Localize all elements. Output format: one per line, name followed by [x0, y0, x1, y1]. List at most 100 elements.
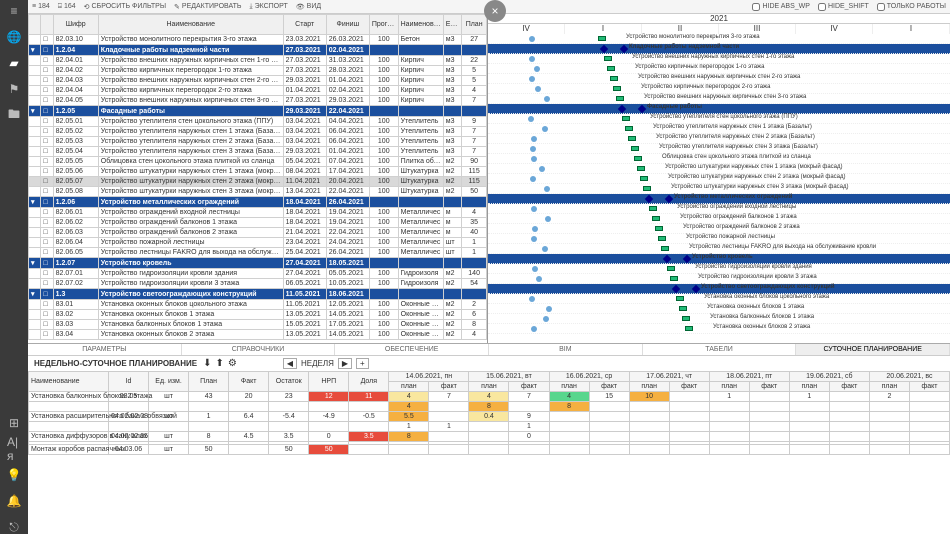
gantt-row: Устройство ограждений балконов 1 этажа: [488, 214, 950, 224]
bulb-icon[interactable]: 💡: [7, 468, 21, 482]
grid-header-9[interactable]: План: [462, 15, 487, 35]
gantt-row: Устройство гидроизоляции кровли здания: [488, 264, 950, 274]
gantt-month: III: [719, 24, 796, 34]
plan-row[interactable]: Установка диффузоров в сану алах04.02.02…: [29, 432, 950, 442]
plan-row[interactable]: 111: [29, 422, 950, 432]
grid-header-3[interactable]: Наименование: [98, 15, 283, 35]
table-row[interactable]: ▾□1.3Устройство светоограждающих констру…: [29, 289, 487, 300]
add-week-button[interactable]: +: [356, 358, 369, 369]
tab-2[interactable]: ОБЕСПЕЧЕНИЕ: [335, 344, 489, 355]
grid-header-2[interactable]: Шифр: [53, 15, 98, 35]
tab-3[interactable]: BIM: [489, 344, 643, 355]
tab-1[interactable]: СПРАВОЧНИКИ: [182, 344, 336, 355]
upload-icon[interactable]: ⬆: [215, 358, 223, 369]
gantt-row: Устройство кирпичных перегородок 1-го эт…: [488, 64, 950, 74]
table-row[interactable]: □82.05.04Устройство утеплителя наружных …: [29, 147, 487, 157]
download-icon[interactable]: ⬇: [203, 358, 211, 369]
gantt-row: Установка оконных блоков 2 этажа: [488, 324, 950, 334]
table-row[interactable]: □82.04.03Устройство внешних наружных кир…: [29, 76, 487, 86]
table-row[interactable]: □82.05.08Устройство штукатурки наружных …: [29, 187, 487, 197]
gantt-row: Установка оконных блоков цокольного этаж…: [488, 294, 950, 304]
gantt-row: Устройство штукатурки наружных стен 2 эт…: [488, 174, 950, 184]
grid-header-8[interactable]: Ед. измерения: [443, 15, 461, 35]
next-week-button[interactable]: ▶: [338, 358, 352, 369]
table-row[interactable]: □82.05.01Устройство утеплителя стен цоко…: [29, 117, 487, 127]
table-row[interactable]: □82.04.01Устройство внешних наружных кир…: [29, 56, 487, 66]
table-row[interactable]: □82.05.03Устройство утеплителя наружных …: [29, 137, 487, 147]
reset-filters-button[interactable]: ⟲СБРОСИТЬ ФИЛЬТРЫ: [84, 3, 166, 11]
only-works-checkbox[interactable]: ТОЛЬКО РАБОТЫ: [877, 3, 946, 11]
plan-row[interactable]: Монтаж коробов распаячных04.03.06шт50505…: [29, 445, 950, 455]
table-row[interactable]: □82.06.05Устройство лестницы FAKRO для в…: [29, 248, 487, 258]
count2: ⍈164: [58, 3, 76, 11]
bottom-panel: ПАРАМЕТРЫСПРАВОЧНИКИОБЕСПЕЧЕНИЕBIMТАБЕЛИ…: [28, 344, 950, 534]
grid-header-6[interactable]: Прогресс: [369, 15, 398, 35]
gantt-row: Устройство штукатурки наружных стен 3 эт…: [488, 184, 950, 194]
table-row[interactable]: □82.05.07Устройство штукатурки наружных …: [29, 177, 487, 187]
table-row[interactable]: ▾□1.2.05Фасадные работы29.03.202122.04.2…: [29, 106, 487, 117]
gantt-bar-label: Устройство утеплителя стен цокольного эт…: [650, 114, 798, 120]
table-row[interactable]: □82.06.03Устройство ограждений балконов …: [29, 228, 487, 238]
gantt-row: Устройство внешних наружных кирпичных ст…: [488, 54, 950, 64]
table-row[interactable]: □82.05.05Облицовка стен цокольного этажа…: [29, 157, 487, 167]
tab-5[interactable]: СУТОЧНОЕ ПЛАНИРОВАНИЕ: [796, 344, 950, 355]
grid-header-0[interactable]: [29, 15, 41, 35]
tab-4[interactable]: ТАБЕЛИ: [643, 344, 797, 355]
table-row[interactable]: □82.06.04Устройство пожарной лестницы23.…: [29, 238, 487, 248]
close-panel-icon[interactable]: ×: [484, 0, 506, 22]
logout-icon[interactable]: ⎋: [7, 520, 21, 534]
menu-icon[interactable]: ≡: [7, 4, 21, 18]
plan-title: НЕДЕЛЬНО-СУТОЧНОЕ ПЛАНИРОВАНИЕ: [34, 359, 197, 368]
folder-icon[interactable]: 🖿: [7, 108, 21, 122]
grid-header-1[interactable]: [41, 15, 53, 35]
table-row[interactable]: □82.04.02Устройство кирпичных перегородо…: [29, 66, 487, 76]
layers-icon[interactable]: ▰: [7, 56, 21, 70]
text-icon[interactable]: A|я: [7, 442, 21, 456]
gantt-month: I: [873, 24, 950, 34]
table-row[interactable]: □82.07.01Устройство гидроизоляции кровли…: [29, 269, 487, 279]
edit-button[interactable]: ✎РЕДАКТИРОВАТЬ: [174, 3, 241, 11]
table-row[interactable]: □82.06.01Устройство ограждений входной л…: [29, 208, 487, 218]
gantt-month: IV: [796, 24, 873, 34]
table-row[interactable]: □82.05.02Устройство утеплителя наружных …: [29, 127, 487, 137]
grid-header-4[interactable]: Старт: [283, 15, 326, 35]
table-row[interactable]: □83.02Установка оконных блоков 1 этажа13…: [29, 310, 487, 320]
table-row[interactable]: ▾□1.2.04Кладочные работы надземной части…: [29, 45, 487, 56]
count1: ≡184: [32, 3, 50, 10]
table-row[interactable]: □83.01Установка оконных блоков цокольног…: [29, 300, 487, 310]
globe-icon[interactable]: 🌐: [7, 30, 21, 44]
gantt-body[interactable]: Устройство монолитного перекрытия 3-го э…: [488, 34, 950, 334]
table-row[interactable]: □82.04.05Устройство внешних наружных кир…: [29, 96, 487, 106]
grid-header-7[interactable]: Наименование ФО: [398, 15, 443, 35]
table-row[interactable]: □82.06.02Устройство ограждений балконов …: [29, 218, 487, 228]
table-row[interactable]: ▾□1.2.07Устройство кровель27.04.202118.0…: [29, 258, 487, 269]
gantt-bar-label: Устройство штукатурки наружных стен 2 эт…: [668, 174, 846, 180]
plan-row[interactable]: Установка балконных блоков 2 этажа03.05ш…: [29, 392, 950, 402]
settings-icon[interactable]: ⚙: [228, 358, 237, 369]
gantt-row: Устройство утеплителя стен цокольного эт…: [488, 114, 950, 124]
gantt-bar-label: Устройство гидроизоляции кровли здания: [695, 264, 812, 270]
table-row[interactable]: □83.04Установка оконных блоков 2 этажа13…: [29, 330, 487, 340]
table-row[interactable]: □82.04.04Устройство кирпичных перегородо…: [29, 86, 487, 96]
hide-shift-checkbox[interactable]: HIDE_SHIFT: [818, 3, 869, 11]
gantt-bar-label: Устройство утеплителя наружных стен 2 эт…: [656, 134, 815, 140]
flag-icon[interactable]: ⚑: [7, 82, 21, 96]
plan-row[interactable]: 488: [29, 402, 950, 412]
plan-row[interactable]: Установка расширительного бака с обвязко…: [29, 412, 950, 422]
bell-icon[interactable]: 🔔: [7, 494, 21, 508]
table-row[interactable]: □82.03.10Устройство монолитного перекрыт…: [29, 35, 487, 45]
gantt-bar-label: Облицовка стен цокольного этажа плиткой …: [662, 154, 811, 160]
table-row[interactable]: ▾□1.2.06Устройство металлических огражде…: [29, 197, 487, 208]
tab-0[interactable]: ПАРАМЕТРЫ: [28, 344, 182, 355]
export-button[interactable]: ⤓ЭКСПОРТ: [249, 3, 287, 11]
hide-abs-wp-checkbox[interactable]: HIDE ABS_WP: [752, 3, 809, 11]
table-row[interactable]: □82.05.06Устройство штукатурки наружных …: [29, 167, 487, 177]
prev-week-button[interactable]: ◀: [283, 358, 297, 369]
table-row[interactable]: □82.07.02Устройство гидроизоляции кровли…: [29, 279, 487, 289]
gantt-row: Устройство кровель: [488, 254, 950, 264]
table-row[interactable]: □83.03Установка балконных блоков 1 этажа…: [29, 320, 487, 330]
view-button[interactable]: 👁ВИД: [296, 3, 321, 11]
grid-header-5[interactable]: Финиш: [326, 15, 369, 35]
gantt-bar-label: Устройство ограждений входной лестницы: [677, 204, 796, 210]
add-icon[interactable]: ⊞: [7, 416, 21, 430]
